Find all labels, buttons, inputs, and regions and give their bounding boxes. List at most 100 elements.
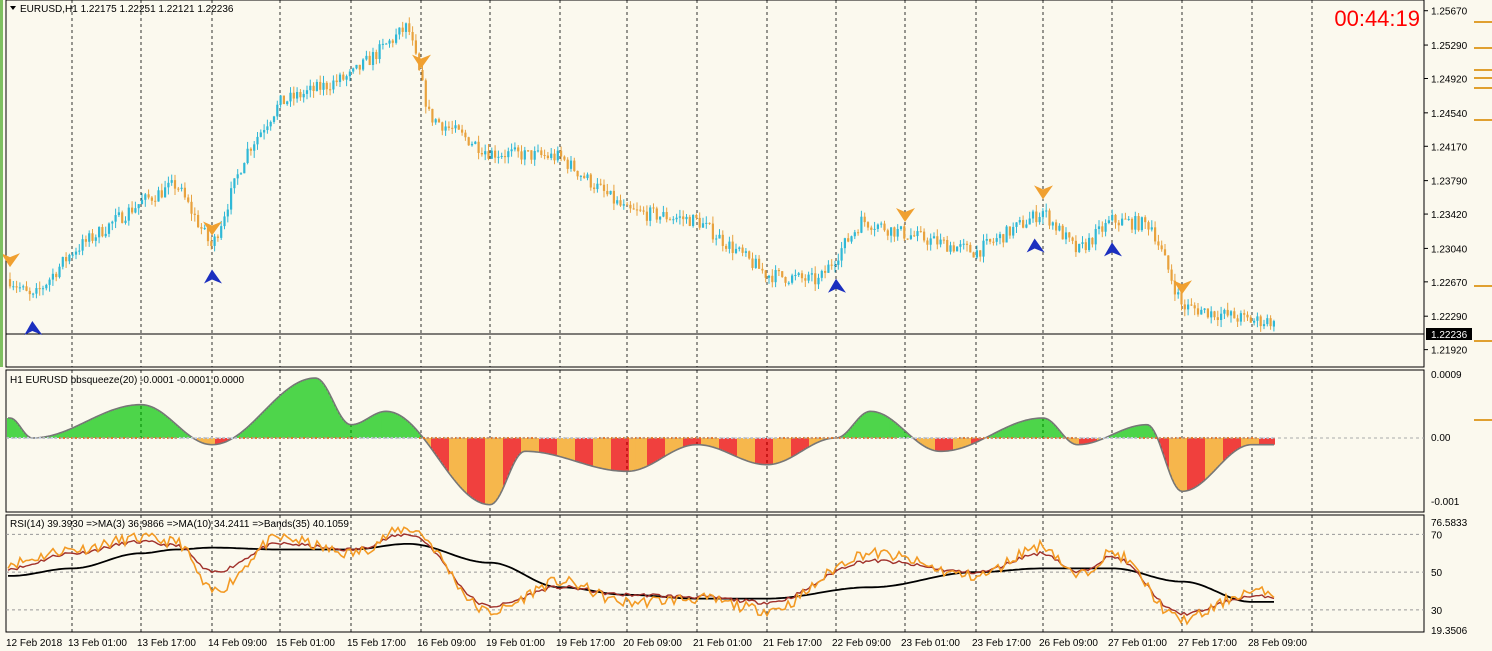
candle-body (111, 221, 114, 224)
candle-body (1144, 217, 1147, 223)
squeeze-dot (1154, 436, 1158, 440)
squeeze-dot (686, 436, 690, 440)
candle-body (1229, 311, 1233, 316)
candle-body (1005, 226, 1008, 243)
squeeze-dot (302, 436, 306, 440)
candle-body (1134, 216, 1137, 230)
candle-body (371, 52, 375, 65)
candle-body (305, 90, 309, 94)
candle-body (969, 244, 972, 253)
squeeze-dot (842, 436, 846, 440)
candle-body (939, 239, 942, 245)
candle-body (58, 266, 61, 278)
squeeze-dot (86, 436, 90, 440)
candle-body (678, 216, 681, 218)
candle-body (886, 230, 889, 236)
candle-body (124, 220, 127, 223)
price-tick-label: 1.25290 (1431, 41, 1468, 52)
candle-body (385, 43, 388, 45)
candle-body (345, 76, 348, 80)
candle-body (992, 241, 995, 243)
candle-body (675, 217, 678, 220)
sell-arrow-icon (412, 54, 431, 69)
squeeze-dot (650, 436, 654, 440)
candle-body (365, 55, 368, 60)
sell-arrow-icon (1034, 185, 1053, 200)
candle-body (1028, 218, 1031, 225)
candle-body (279, 95, 282, 105)
candle-body (239, 173, 243, 175)
candle-body (1031, 211, 1035, 219)
candle-body (843, 238, 846, 249)
candle-body (606, 190, 609, 195)
candle-body (375, 52, 378, 60)
candle-body (995, 238, 998, 242)
candle-body (157, 190, 160, 202)
candle-body (173, 180, 177, 189)
candle-body (982, 240, 985, 257)
time-axis-label: 14 Feb 09:00 (208, 638, 267, 649)
squeeze-dot (950, 436, 954, 440)
candle-body (708, 222, 711, 224)
squeeze-dot (362, 436, 366, 440)
squeeze-dot (206, 436, 210, 440)
squeeze-dot (1202, 436, 1206, 440)
price-level-markers (1474, 21, 1492, 421)
candle-body (807, 274, 810, 281)
candle-body (117, 212, 120, 216)
candle-body (893, 227, 896, 237)
candle-body (754, 258, 757, 268)
candle-body (1045, 210, 1048, 212)
candle-body (751, 258, 754, 268)
candle-body (312, 85, 315, 91)
candle-body (1210, 311, 1213, 318)
candle-body (913, 235, 916, 237)
candle-body (1193, 305, 1196, 309)
candle-body (22, 286, 25, 288)
candle-body (289, 92, 292, 102)
candle-body (38, 288, 41, 290)
candle-body (332, 80, 335, 90)
candle-body (979, 250, 982, 257)
candle-body (530, 150, 533, 160)
squeeze-dot (338, 436, 342, 440)
candle-body (952, 245, 955, 252)
squeeze-dot (278, 436, 282, 440)
candle-body (758, 258, 761, 269)
candle-body (507, 151, 510, 158)
candle-body (309, 85, 312, 91)
squeeze-dot (254, 436, 258, 440)
candle-body (1124, 218, 1127, 220)
candle-body (1002, 234, 1005, 243)
squeeze-dot (1010, 436, 1014, 440)
candle-body (1140, 217, 1143, 231)
rsi-label: RSI(14) 39.3930 =>MA(3) 36.9866 =>MA(10)… (10, 519, 349, 530)
candle-body (1187, 304, 1190, 310)
squeeze-dot (794, 436, 798, 440)
candle-body (672, 219, 675, 221)
rsi-axis-label: 76.5833 (1431, 518, 1468, 529)
candle-body (140, 199, 144, 205)
candle-body (936, 236, 939, 245)
squeeze-dot (74, 436, 78, 440)
symbol-dropdown-icon[interactable] (10, 6, 16, 10)
candle-body (503, 155, 507, 158)
candle-body (411, 31, 414, 41)
candle-body (1058, 225, 1061, 231)
squeeze-dot (1238, 436, 1242, 440)
candle-body (391, 40, 394, 43)
candle-body (470, 143, 474, 146)
time-axis-label: 15 Feb 17:00 (347, 638, 406, 649)
candle-body (233, 178, 236, 189)
price-tick-label: 1.21920 (1431, 346, 1468, 357)
candle-body (833, 264, 837, 266)
squeeze-dot (1130, 436, 1134, 440)
buy-arrow-icon (1104, 242, 1122, 257)
candle-body (543, 155, 546, 157)
candle-body (1196, 308, 1200, 315)
squeeze-dot (758, 436, 762, 440)
candle-body (748, 251, 751, 259)
time-axis-label: 13 Feb 17:00 (137, 638, 196, 649)
